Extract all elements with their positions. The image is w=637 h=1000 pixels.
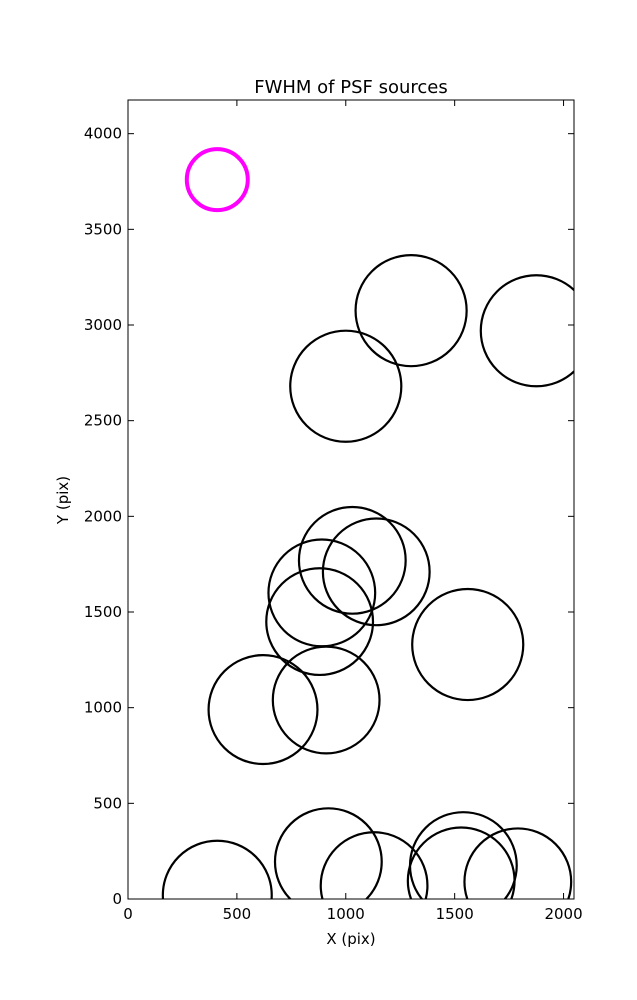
source-markers — [161, 147, 574, 899]
x-tick-label: 2000 — [544, 905, 582, 923]
y-tick-label: 0 — [112, 890, 122, 908]
plot-frame — [127, 99, 575, 900]
source-circle — [273, 807, 383, 899]
y-axis: 0 500 1000 1500 2000 2500 3000 3500 4000 — [84, 125, 574, 908]
x-axis: 0 500 1000 1500 2000 — [123, 100, 583, 923]
source-circle — [406, 826, 516, 899]
x-tick-label: 1000 — [327, 905, 365, 923]
y-axis-label: Y (pix) — [54, 476, 72, 525]
source-circle — [463, 827, 573, 899]
source-circle — [267, 538, 377, 648]
source-circle — [289, 329, 403, 443]
source-circle — [207, 654, 319, 766]
source-circle — [354, 254, 468, 368]
source-circle — [265, 567, 375, 677]
source-circle — [319, 831, 429, 899]
source-circle — [321, 517, 431, 627]
chart-title: FWHM of PSF sources — [254, 77, 448, 98]
y-tick-label: 4000 — [84, 125, 122, 143]
source-circle — [297, 505, 407, 615]
y-tick-label: 1000 — [84, 699, 122, 717]
reference-circle — [184, 147, 250, 213]
source-circle — [479, 274, 574, 388]
source-circle — [271, 645, 381, 755]
y-tick-label: 2000 — [84, 507, 122, 525]
y-tick-label: 1500 — [84, 603, 122, 621]
y-tick-label: 3500 — [84, 220, 122, 238]
x-tick-label: 500 — [223, 905, 252, 923]
y-tick-label: 2500 — [84, 412, 122, 430]
x-tick-label: 0 — [123, 905, 133, 923]
x-tick-label: 1500 — [436, 905, 474, 923]
y-tick-label: 500 — [93, 794, 122, 812]
source-circle — [161, 839, 273, 899]
y-tick-label: 3000 — [84, 316, 122, 334]
x-axis-label: X (pix) — [326, 930, 375, 948]
source-circle — [411, 587, 525, 702]
